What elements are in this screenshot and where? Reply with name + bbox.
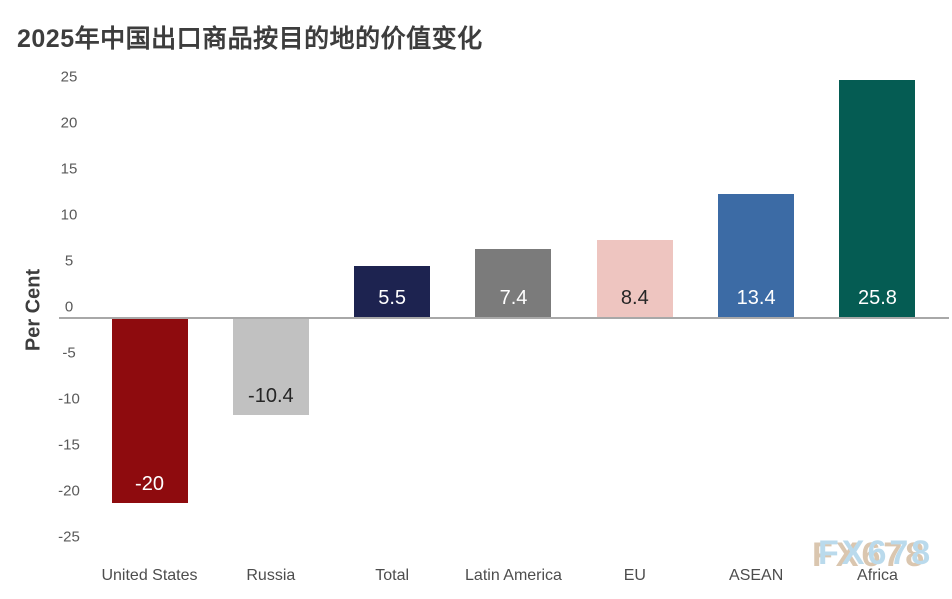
x-axis-label-asean: ASEAN (729, 567, 784, 584)
bar-total: 5.5 (354, 266, 431, 317)
y-axis-tick: 20 (60, 114, 78, 131)
y-axis-tick: -25 (58, 528, 80, 545)
bar-africa: 25.8 (839, 79, 916, 317)
x-axis-label-united-states: United States (101, 567, 198, 584)
bar-asean: 13.4 (718, 193, 795, 317)
bar-value-label: 7.4 (499, 286, 528, 309)
bar-value-label: 25.8 (858, 286, 897, 309)
y-axis-tick: -5 (62, 344, 76, 361)
y-axis-tick: 15 (60, 160, 78, 177)
bar-united-states: -20 (111, 319, 188, 503)
y-axis-tick: 10 (60, 206, 78, 223)
bar-latin-america: 7.4 (475, 248, 552, 317)
x-axis-label-total: Total (375, 567, 410, 584)
y-axis-tick: 0 (64, 298, 74, 315)
bar-value-label: 8.4 (620, 286, 649, 309)
x-axis-label-latin-america: Latin America (465, 567, 562, 584)
y-axis-tick: 25 (60, 68, 78, 85)
x-axis-label-russia: Russia (246, 567, 296, 584)
x-axis-label-africa: Africa (857, 567, 898, 584)
y-axis-tick: -20 (58, 482, 80, 499)
y-axis-tick: -10 (58, 390, 80, 407)
x-axis-label-eu: EU (623, 567, 646, 584)
bar-russia: -10.4 (232, 319, 309, 415)
bar-value-label: -10.4 (248, 384, 294, 407)
bar-eu: 8.4 (596, 239, 673, 317)
chart-title: 2025年中国出口商品按目的地的价值变化 (17, 25, 483, 53)
bar-value-label: 5.5 (378, 286, 407, 309)
y-axis-tick: 5 (64, 252, 74, 269)
y-axis-tick: -15 (58, 436, 80, 453)
x-axis-line (59, 317, 949, 319)
bar-value-label: -20 (135, 473, 164, 495)
bar-value-label: 13.4 (736, 286, 776, 309)
